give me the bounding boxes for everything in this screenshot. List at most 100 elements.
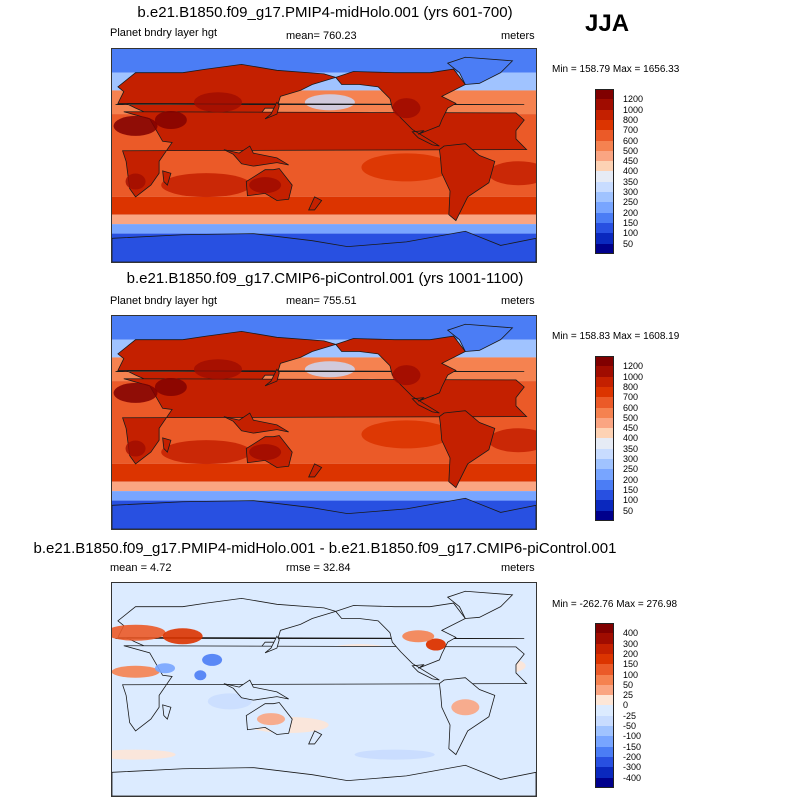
australia-hotspot [249,177,282,194]
colorbar-tick-label: 1000 [623,371,644,382]
south-atlantic-patch [488,161,536,186]
panel-1-map [111,48,537,263]
colorbar-box [595,459,614,470]
map-canvas [112,316,536,529]
panel-1-units-label: meters [501,30,535,42]
colorbar-box [595,479,614,491]
colorbar-box [595,119,614,131]
colorbar-tick-label: 25 [623,690,634,701]
colorbar-box [595,130,614,141]
colorbar-tick-label: 50 [623,679,634,690]
continent-samerica [438,143,496,222]
continent-japan [264,368,280,387]
western-us-hotspot [392,98,421,119]
colorbar-tick-label: 150 [623,484,639,495]
central-asia-hotspot [194,359,242,380]
colorbar-box [595,428,614,439]
panel-3-minmax: Min = -262.76 Max = 276.98 [552,599,678,610]
australia-positive [257,713,285,726]
panel-1-title: b.e21.B1850.f09_g17.PMIP4-midHolo.001 (y… [137,4,513,21]
season-label: JJA [585,10,630,37]
panel-1-mean-label: mean= 760.23 [286,30,357,42]
continent-madagascar [162,437,172,453]
panel-3-map [111,582,537,797]
colorbar-tick-label: 100 [623,669,639,680]
continent-madagascar [162,704,172,720]
colorbar-box [595,684,614,696]
colorbar-box [595,181,614,193]
continent-nz [308,196,323,211]
colorbar-box [595,489,614,501]
colorbar-tick-label: 450 [623,156,639,167]
colorbar-box [595,726,614,737]
panel-2-variable-label: Planet bndry layer hgt [110,295,218,307]
panel-1-minmax: Min = 158.79 Max = 1656.33 [552,64,680,75]
colorbar-box [595,469,614,481]
western-us-hotspot [392,365,421,386]
colorbar-tick-label: 1200 [623,361,644,372]
central-asia-positive [162,628,203,645]
colorbar-box [595,674,614,686]
colorbar-box [595,386,614,398]
sahara-hotspot [113,382,158,403]
southern-ocean-band [112,481,536,492]
continent-japan [264,635,280,654]
colorbar-box [595,756,614,768]
sahel-positive [112,665,160,678]
colorbar-box [595,643,614,655]
colorbar-tick-label: 50 [623,505,634,516]
map-canvas [112,583,536,796]
colorbar-box [595,171,614,183]
colorbar-box [595,140,614,152]
colorbar-box [595,500,614,511]
colorbar-tick-label: 800 [623,114,639,125]
colorbar-tick-label: -50 [623,721,637,731]
panel-3-mean-label: mean = 4.72 [110,562,172,574]
colorbar-tick-label: 700 [623,392,639,403]
colorbar-box [595,202,614,214]
panel-3-title: b.e21.B1850.f09_g17.PMIP4-midHolo.001 - … [33,540,617,557]
panel-1-variable-label: Planet bndry layer hgt [110,27,218,39]
colorbar-box [595,746,614,758]
colorbar-box [595,233,614,244]
continent-nz [308,463,323,478]
colorbar-tick-label: -300 [623,762,642,773]
colorbar-box [595,109,614,121]
sahara-hotspot [113,115,158,136]
colorbar-box [595,623,614,634]
colorbar-box [595,366,614,378]
east-pacific-patch [361,420,452,449]
continent-samerica [438,677,496,756]
south-america-positive [451,699,480,716]
australia-hotspot [249,444,282,461]
india-negative [194,670,207,681]
colorbar-tick-label: 350 [623,443,639,454]
colorbar-box [595,150,614,162]
arctic-band [112,316,536,340]
continent-samerica [438,410,496,489]
colorbar-tick-label: 100 [623,495,639,506]
colorbar-tick-label: 300 [623,454,639,464]
southern-ocean-patch [112,749,176,760]
indian-ocean-patch [161,173,252,198]
colorbar-tick-label: 350 [623,176,639,187]
colorbar-tick-label: 200 [623,648,639,659]
colorbar-box [595,376,614,388]
colorbar-tick-label: -100 [623,731,642,742]
indian-ocean-patch [161,440,252,465]
europe-positive [112,624,166,641]
panel-2-mean-label: mean= 755.51 [286,295,357,307]
colorbar-box [595,438,614,450]
southern-africa-hotspot [125,173,146,190]
south-atlantic-patch [488,428,536,453]
colorbar-box [595,715,614,727]
colorbar-box [595,777,614,789]
north-america-positive [402,630,435,643]
colorbar-tick-label: -400 [623,772,642,783]
colorbar-tick-label: 250 [623,464,639,475]
colorbar-tick-label: 600 [623,135,639,146]
colorbar-tick-label: 500 [623,412,639,423]
continent-madagascar [162,170,172,186]
colorbar-tick-label: 50 [623,238,634,249]
colorbar-box [595,99,614,111]
